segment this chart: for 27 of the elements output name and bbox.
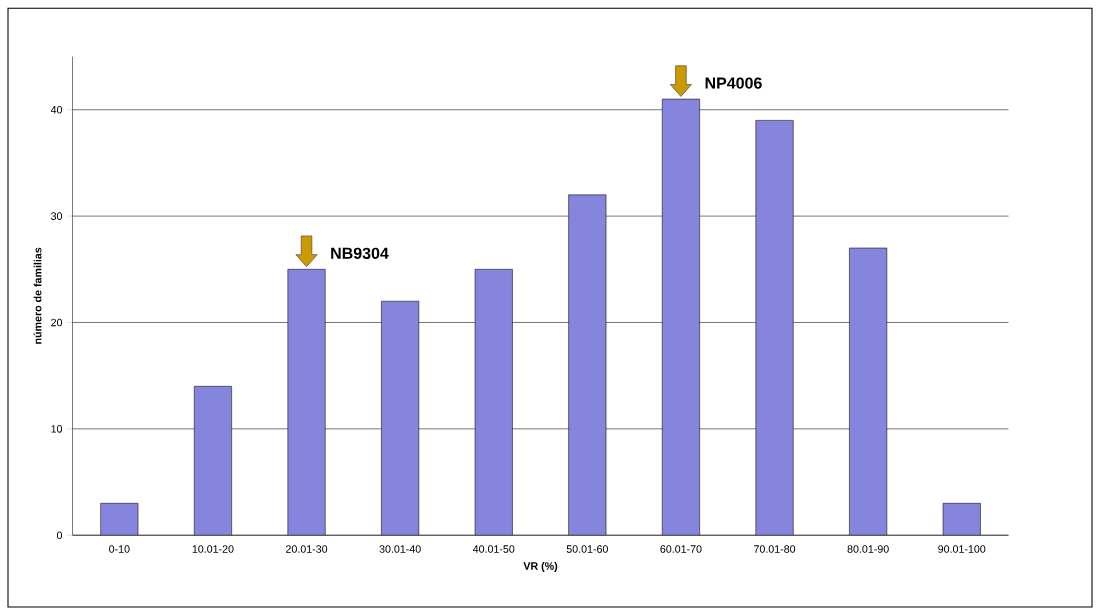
bar bbox=[100, 503, 139, 536]
x-tick-label: 90.01-100 bbox=[938, 545, 986, 553]
x-tick-label: 50.01-60 bbox=[566, 545, 608, 553]
annotation: NB9304 bbox=[331, 247, 389, 259]
bar bbox=[193, 386, 232, 536]
y-tick-label: 40 bbox=[50, 105, 63, 114]
y-tick-label: 10 bbox=[51, 425, 63, 433]
bar bbox=[942, 503, 981, 536]
bar bbox=[381, 300, 420, 536]
x-tick-label: 80.01-90 bbox=[847, 545, 889, 553]
x-tick-label: 60.01-70 bbox=[660, 545, 702, 553]
x-tick-label: 20.01-30 bbox=[286, 545, 328, 553]
x-tick-label: 40.01-50 bbox=[472, 545, 515, 553]
y-axis-title: número de familias bbox=[33, 247, 42, 344]
y-tick-label: 0 bbox=[56, 531, 63, 539]
bar bbox=[568, 194, 607, 536]
bar bbox=[474, 269, 513, 536]
annotation: NP4006 bbox=[705, 77, 762, 89]
x-tick-label: 30.01-40 bbox=[379, 545, 421, 553]
bar bbox=[755, 120, 794, 536]
x-tick-label: 10.01-20 bbox=[192, 545, 234, 553]
y-tick-label: 30 bbox=[51, 212, 63, 220]
x-tick-label: 70.01-80 bbox=[754, 545, 796, 553]
y-tick-label: 20 bbox=[51, 318, 63, 327]
bar bbox=[849, 247, 888, 536]
x-axis-title: VR (%) bbox=[523, 561, 558, 572]
x-tick-label: 0-10 bbox=[109, 545, 130, 553]
